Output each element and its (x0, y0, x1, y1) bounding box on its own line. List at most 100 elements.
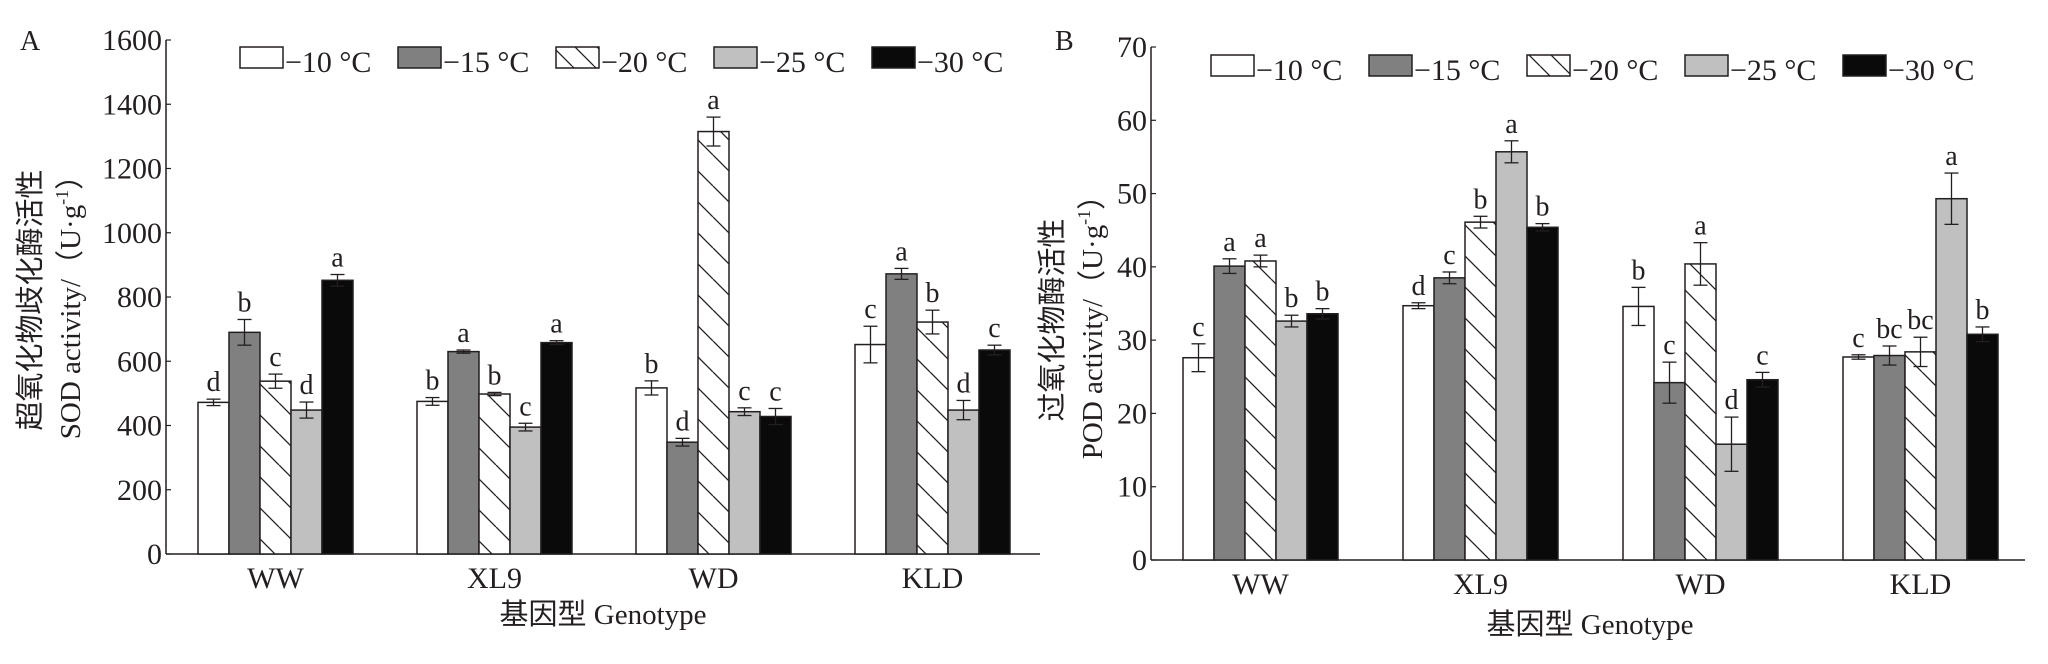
significance-label: d (676, 406, 690, 437)
legend-swatch (871, 46, 916, 69)
significance-label: a (550, 309, 563, 340)
significance-label: c (1663, 330, 1675, 361)
bar (509, 426, 542, 555)
legend-item: −30 °C (871, 46, 1003, 79)
bar (1306, 313, 1339, 561)
significance-label: c (738, 376, 750, 407)
y-axis-title-close: ） (55, 161, 87, 190)
x-tick-label: KLD (902, 562, 964, 595)
legend-item: −30 °C (1842, 54, 1974, 87)
legend-label: −15 °C (443, 46, 529, 79)
y-axis-title-cn: 过氧化物酶活性 (1036, 218, 1069, 421)
legend-swatch (555, 46, 600, 69)
bar (1526, 226, 1559, 561)
legend-swatch (1368, 54, 1413, 77)
y-tick-label: 20 (1117, 397, 1147, 430)
significance-label: c (769, 376, 781, 407)
legend-swatch (713, 46, 758, 69)
bar (1464, 221, 1497, 561)
y-tick-label: 400 (117, 410, 162, 443)
y-tick-label: 1200 (102, 153, 162, 186)
significance-label: b (645, 349, 659, 380)
bar (1433, 277, 1466, 561)
significance-label: bc (1907, 305, 1933, 336)
x-tick-label: WW (247, 562, 304, 595)
legend-label: −20 °C (1572, 54, 1658, 87)
legend-label: −30 °C (917, 46, 1003, 79)
significance-label: d (957, 368, 971, 399)
legend-swatch (397, 46, 442, 69)
bar (1622, 305, 1655, 561)
y-axis-title: 过氧化物酶活性 POD activity/（U·g-1） (1036, 181, 1109, 459)
y-ticks: 0 200 400 600 800 1000 1200 1400 1600 (102, 24, 1040, 571)
significance-label: d (1725, 385, 1739, 416)
y-tick-label: 30 (1117, 324, 1147, 357)
y-axis-title-en: POD activity/（U·g-1） (1074, 181, 1109, 459)
y-tick-label: 1400 (102, 88, 162, 121)
significance-label: c (988, 313, 1000, 344)
y-tick-label: 600 (117, 345, 162, 378)
y-axis-title-en: SOD activity/（U·g-1） (52, 161, 87, 439)
x-axis-title: 基因型 Genotype (1487, 608, 1694, 641)
x-tick-label: XL9 (1453, 568, 1508, 601)
bar (1935, 197, 1968, 561)
bar (290, 409, 323, 555)
bar (197, 401, 230, 555)
significance-label: a (1254, 223, 1267, 254)
bar (916, 321, 949, 555)
legend-item: −25 °C (713, 46, 845, 79)
legend-label: −30 °C (1888, 54, 1974, 87)
legend: −10 °C −15 °C −20 °C −25 °C −30 °C (239, 46, 1003, 79)
bar (321, 279, 354, 555)
bar (259, 380, 292, 555)
significance-label: d (207, 367, 221, 398)
significance-label: bc (1876, 314, 1902, 345)
bar (1495, 151, 1528, 561)
bar (854, 343, 887, 555)
significance-label: b (1976, 295, 1990, 326)
bar (1182, 356, 1215, 561)
y-axis-title-sup: -1 (52, 190, 72, 205)
chart-sod: A 超氧化物歧化酶活性 SOD activity/（U·g-1） 0 200 400… (14, 24, 1040, 631)
y-axis-title-en-main: SOD activity/（U·g (55, 205, 87, 439)
x-axis-title: 基因型 Genotype (500, 598, 707, 631)
y-tick-label: 800 (117, 281, 162, 314)
bar (1244, 260, 1277, 561)
x-tick-label: XL9 (467, 562, 522, 595)
y-axis-title-cn: 超氧化物歧化酶活性 (14, 169, 47, 430)
significance-label: a (1505, 109, 1518, 140)
bar (697, 130, 730, 555)
legend-item: −15 °C (1368, 54, 1500, 87)
y-tick-label: 50 (1117, 178, 1147, 211)
panel-label: B (1055, 26, 1074, 57)
bar (1746, 378, 1779, 561)
significance-label: d (1412, 271, 1426, 302)
significance-label: a (331, 243, 344, 274)
bar (1873, 354, 1906, 561)
bar (1842, 356, 1875, 561)
bar (228, 331, 261, 555)
significance-label: b (238, 287, 252, 318)
y-tick-label: 60 (1117, 104, 1147, 137)
y-axis-title-close: ） (1077, 181, 1109, 210)
bar (478, 393, 511, 555)
x-ticks: WW XL9 WD KLD (1232, 568, 1951, 601)
x-tick-label: KLD (1890, 568, 1952, 601)
chart-pod: B 过氧化物酶活性 POD activity/（U·g-1） 0 10 20 30 40… (1036, 26, 2025, 641)
significance-label: c (519, 391, 531, 422)
legend-label: −25 °C (759, 46, 845, 79)
legend-item: −20 °C (555, 46, 687, 79)
y-tick-label: 1000 (102, 217, 162, 250)
significance-label: c (269, 342, 281, 373)
bar (1275, 320, 1308, 561)
bar (1684, 263, 1717, 561)
legend: −10 °C −15 °C −20 °C −25 °C −30 °C (1210, 54, 1974, 87)
bar (1213, 265, 1246, 561)
bar (728, 410, 761, 555)
legend-label: −10 °C (285, 46, 371, 79)
legend-label: −20 °C (601, 46, 687, 79)
legend-swatch (1684, 54, 1729, 77)
significance-label: d (300, 370, 314, 401)
